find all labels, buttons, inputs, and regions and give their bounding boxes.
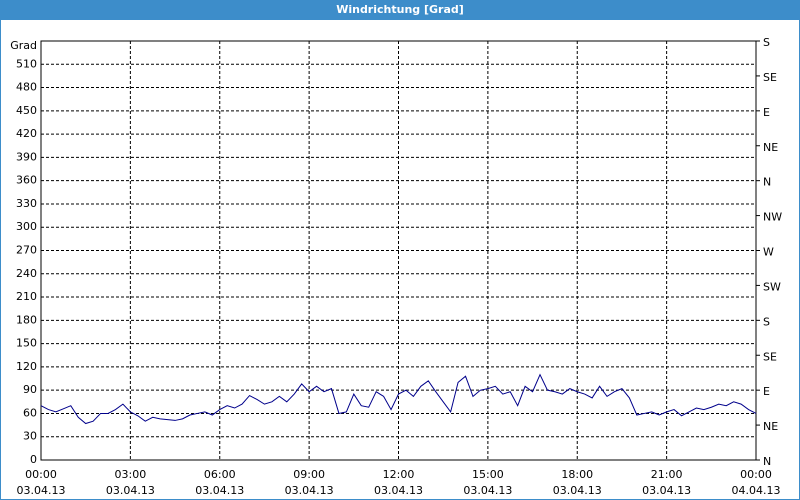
y2-tick-label: NE [763,141,778,154]
data-line [40,373,757,425]
y2-tick-label: E [763,106,770,119]
x-tick-date: 04.04.13 [732,484,781,497]
x-tick-label: 03:00 [115,468,147,481]
y-tick-label: 480 [16,81,37,94]
y-tick-label: 330 [16,197,37,210]
y-tick-label: 210 [16,290,37,303]
x-tick-date: 03.04.13 [17,484,66,497]
y-tick-label: 450 [16,104,37,117]
y2-tick-label: SE [763,71,777,84]
y-tick-label: 90 [23,383,37,396]
y2-tick-label: NW [763,211,782,224]
y2-tick-label: S [763,36,770,49]
x-tick-date: 03.04.13 [285,484,334,497]
y-tick-label: 30 [23,430,37,443]
x-tick-date: 03.04.13 [106,484,155,497]
chart-title: Windrichtung [Grad] [336,3,464,16]
y2-tick-label: NE [763,420,778,433]
y-axis-label: Grad [10,39,37,52]
y2-tick-label: SW [763,280,781,293]
y2-tick-label: W [763,246,774,259]
y-tick-label: 510 [16,57,37,70]
y-tick-label: 360 [16,174,37,187]
y-tick-label: 150 [16,337,37,350]
y2-tick-label: S [763,315,770,328]
x-tick-date: 03.04.13 [553,484,602,497]
y-tick-label: 390 [16,150,37,163]
x-tick-date: 03.04.13 [463,484,512,497]
y-tick-label: 60 [23,406,37,419]
y-tick-label: 420 [16,127,37,140]
x-tick-label: 15:00 [472,468,504,481]
y-tick-label: 0 [30,453,37,466]
y-tick-label: 180 [16,313,37,326]
x-tick-label: 21:00 [651,468,683,481]
title-bar [0,0,800,20]
x-tick-label: 00:00 [740,468,772,481]
y2-tick-label: N [763,176,771,189]
x-tick-date: 03.04.13 [374,484,423,497]
x-tick-label: 00:00 [25,468,57,481]
x-tick-date: 03.04.13 [195,484,244,497]
y-tick-label: 270 [16,244,37,257]
y-tick-label: 120 [16,360,37,373]
y2-tick-label: SE [763,350,777,363]
x-tick-label: 09:00 [293,468,325,481]
y2-tick-label: E [763,385,770,398]
y-tick-label: 300 [16,220,37,233]
x-tick-label: 12:00 [383,468,415,481]
y2-tick-label: N [763,455,771,468]
x-tick-date: 03.04.13 [642,484,691,497]
y-tick-label: 240 [16,267,37,280]
x-tick-label: 06:00 [204,468,236,481]
x-tick-label: 18:00 [561,468,593,481]
